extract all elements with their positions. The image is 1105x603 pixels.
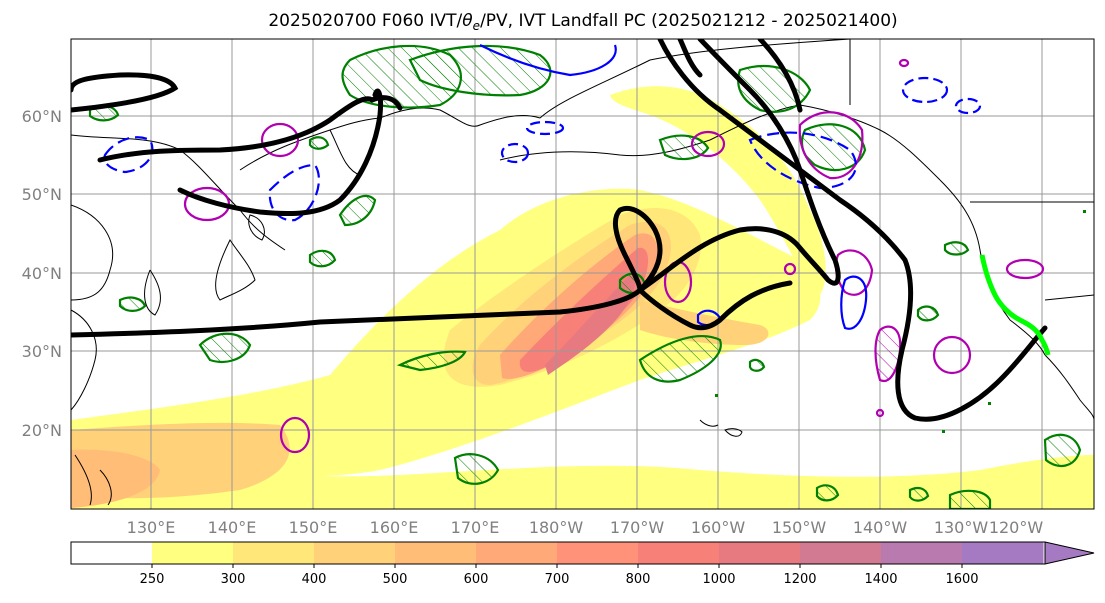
- pv-contours: [88, 44, 1082, 509]
- lon-label: 140°E: [208, 518, 257, 537]
- lon-label: 180°W: [529, 518, 584, 537]
- colorbar-tick-label: 700: [545, 572, 570, 587]
- colorbar-tick-label: 600: [464, 572, 489, 587]
- colorbar-tick-label: 500: [383, 572, 408, 587]
- latitude-labels: 60°N 50°N 40°N 30°N 20°N: [22, 107, 62, 440]
- colorbar-swatches: [71, 542, 1044, 564]
- colorbar-ticks: 250 300 400 500 600 700 800 1000 1200 1400 1600: [140, 564, 979, 587]
- lon-label: 150°E: [289, 518, 338, 537]
- lon-label: 160°E: [370, 518, 419, 537]
- landfall-line: [979, 254, 1051, 356]
- colorbar-swatch: [557, 542, 639, 564]
- colorbar-outline: [70, 541, 1046, 565]
- colorbar-swatch: [476, 542, 558, 564]
- colorbar-swatch: [719, 542, 801, 564]
- colorbar-tick-label: 300: [221, 572, 246, 587]
- colorbar-swatch: [71, 542, 153, 564]
- lon-label: 130°E: [127, 518, 176, 537]
- lon-label: 120°W: [989, 518, 1044, 537]
- colorbar-swatch: [881, 542, 963, 564]
- colorbar-tick-label: 1200: [783, 572, 816, 587]
- colorbar-swatch: [233, 542, 315, 564]
- lon-label: 170°W: [610, 518, 665, 537]
- thetae-contours: [71, 39, 1048, 422]
- colorbar-swatch: [962, 542, 1044, 564]
- colorbar-tick-label: 1600: [945, 572, 978, 587]
- colorbar-tick-label: 400: [302, 572, 327, 587]
- colorbar-tick-label: 1400: [864, 572, 897, 587]
- colorbar-swatch: [152, 542, 234, 564]
- lon-label: 130°W: [934, 518, 989, 537]
- lat-label: 50°N: [22, 185, 62, 204]
- colorbar-tick-label: 800: [626, 572, 651, 587]
- lon-label: 140°W: [853, 518, 908, 537]
- lon-label: 170°E: [451, 518, 500, 537]
- lat-label: 40°N: [22, 264, 62, 283]
- colorbar-tick-label: 250: [140, 572, 165, 587]
- colorbar-swatch: [395, 542, 477, 564]
- lat-label: 20°N: [22, 421, 62, 440]
- lon-label: 160°W: [691, 518, 746, 537]
- graticule: [71, 39, 1094, 509]
- map-frame: [70, 38, 1095, 510]
- colorbar-tick-label: 1000: [702, 572, 735, 587]
- colorbar-swatch: [800, 542, 882, 564]
- figure-title: 2025020700 F060 IVT/θe/PV, IVT Landfall …: [268, 11, 897, 33]
- lon-label: 150°W: [772, 518, 827, 537]
- lat-label: 60°N: [22, 107, 62, 126]
- colorbar: 250 300 400 500 600 700 800 1000 1200 1400 1600: [70, 541, 1095, 587]
- longitude-labels: 130°E 140°E 150°E 160°E 170°E 180°W 170°…: [127, 518, 1044, 537]
- colorbar-swatch: [314, 542, 396, 564]
- colorbar-swatch: [638, 542, 720, 564]
- colorbar-arrow: [1044, 541, 1095, 565]
- lat-label: 30°N: [22, 342, 62, 361]
- misc-markers: [715, 210, 1086, 433]
- map-panel: [71, 39, 1094, 509]
